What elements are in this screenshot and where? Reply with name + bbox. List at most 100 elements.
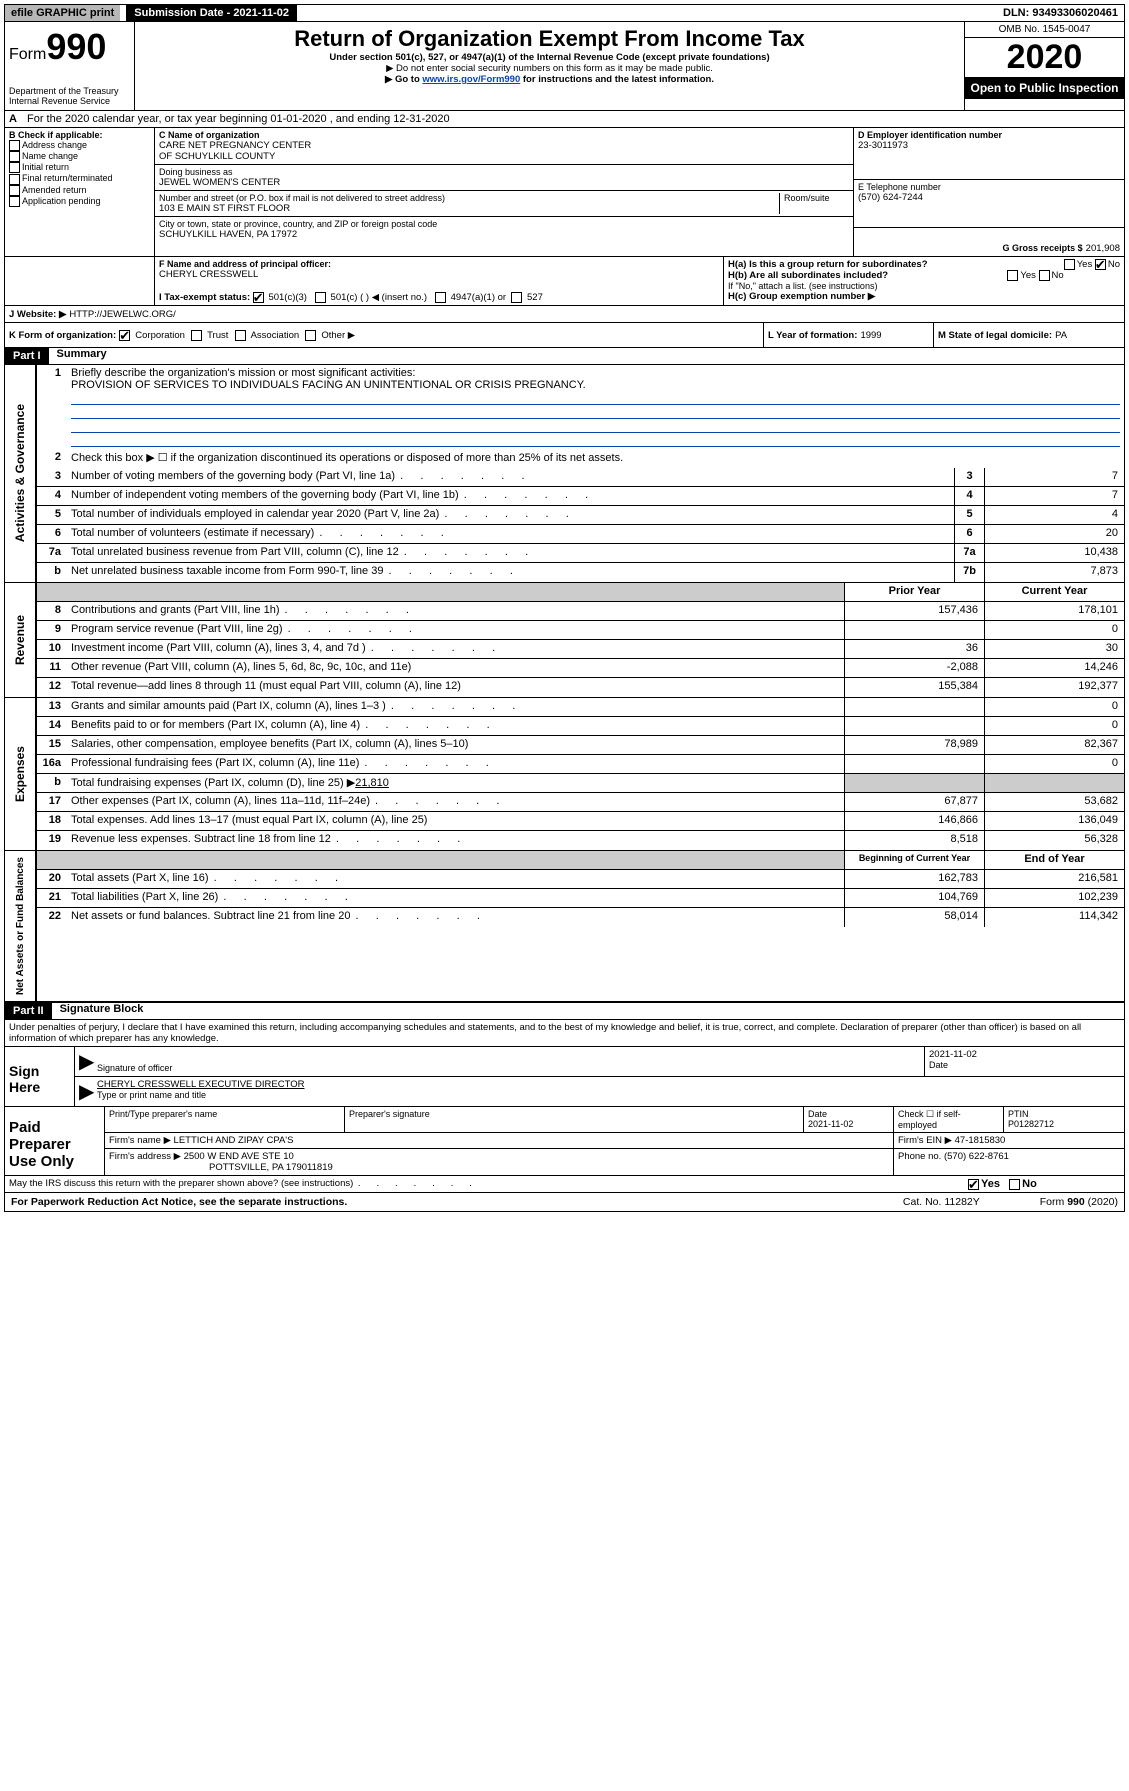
row-a-label: A (5, 111, 23, 127)
other-checkbox[interactable] (305, 330, 316, 341)
app-pending-checkbox[interactable] (9, 196, 20, 207)
org-name-2: OF SCHUYLKILL COUNTY (159, 151, 849, 162)
footer-form-num: 990 (1067, 1196, 1085, 1208)
block-f-spacer (5, 257, 155, 305)
501c-checkbox[interactable] (315, 292, 326, 303)
discuss-yes-checkbox[interactable] (968, 1179, 979, 1190)
line7b-val: 7,873 (984, 563, 1124, 582)
line14-num: 14 (37, 717, 67, 735)
prep-selfemp-header: Check ☐ if self-employed (894, 1107, 1004, 1132)
corp-checkbox[interactable] (119, 330, 130, 341)
hb-no-checkbox[interactable] (1039, 270, 1050, 281)
discuss-no-checkbox[interactable] (1009, 1179, 1020, 1190)
form-org-label: K Form of organization: (9, 330, 116, 341)
domicile-label: M State of legal domicile: (938, 330, 1052, 341)
note-goto-pre: ▶ Go to (385, 74, 422, 85)
ha-yes-checkbox[interactable] (1064, 259, 1075, 270)
line6-box: 6 (954, 525, 984, 543)
activities-vlabel: Activities & Governance (11, 398, 29, 548)
sig-name-value: CHERYL CRESSWELL EXECUTIVE DIRECTOR (97, 1079, 1120, 1090)
line1-num: 1 (37, 365, 67, 449)
line20-prior: 162,783 (844, 870, 984, 888)
line17-prior: 67,877 (844, 793, 984, 811)
line11-text: Other revenue (Part VIII, column (A), li… (67, 659, 844, 677)
final-return-checkbox[interactable] (9, 174, 20, 185)
city-value: SCHUYLKILL HAVEN, PA 17972 (159, 229, 849, 240)
line13-curr: 0 (984, 698, 1124, 716)
line10-prior: 36 (844, 640, 984, 658)
501c3-checkbox[interactable] (253, 292, 264, 303)
firm-ein-value: 47-1815830 (955, 1135, 1006, 1146)
sign-here-row: Sign Here ▶ Signature of officer 2021-11… (4, 1047, 1125, 1107)
other-label: Other ▶ (321, 330, 355, 341)
addr-change-checkbox[interactable] (9, 140, 20, 151)
mission-underline-4 (71, 433, 1120, 447)
efile-label[interactable]: efile GRAPHIC print (5, 5, 120, 21)
domicile-value: PA (1055, 330, 1067, 341)
line7a-val: 10,438 (984, 544, 1124, 562)
firm-name-value: LETTICH AND ZIPAY CPA'S (174, 1135, 294, 1146)
ha-no-label: No (1108, 259, 1120, 270)
info-blocks: B Check if applicable: Address change Na… (4, 128, 1125, 257)
officer-name: CHERYL CRESSWELL (159, 269, 719, 280)
line22-curr: 114,342 (984, 908, 1124, 927)
addr-change-label: Address change (22, 140, 87, 150)
footer-right: Form 990 (2020) (1040, 1196, 1118, 1208)
amended-label: Amended return (22, 185, 87, 195)
line7a-num: 7a (37, 544, 67, 562)
line16b-prior (844, 774, 984, 792)
prior-year-header: Prior Year (844, 583, 984, 601)
final-return-label: Final return/terminated (22, 173, 113, 183)
line3-text: Number of voting members of the governin… (67, 468, 954, 486)
part1-title: Summary (49, 348, 107, 364)
hb-note: If "No," attach a list. (see instruction… (728, 281, 1120, 291)
hb-label: H(b) Are all subordinates included? (728, 270, 888, 281)
initial-return-checkbox[interactable] (9, 162, 20, 173)
ein-label: D Employer identification number (858, 130, 1120, 140)
amended-checkbox[interactable] (9, 185, 20, 196)
ha-label: H(a) Is this a group return for subordin… (728, 259, 928, 270)
submission-date-button[interactable]: Submission Date - 2021-11-02 (126, 5, 297, 21)
ptin-value: P01282712 (1008, 1119, 1054, 1129)
line20-num: 20 (37, 870, 67, 888)
prep-sig-header: Preparer's signature (345, 1107, 804, 1132)
netassets-vlabel: Net Assets or Fund Balances (13, 851, 28, 1001)
trust-checkbox[interactable] (191, 330, 202, 341)
paid-preparer-row: Paid Preparer Use Only Print/Type prepar… (4, 1107, 1125, 1176)
mission-underline-2 (71, 405, 1120, 419)
line17-text: Other expenses (Part IX, column (A), lin… (67, 793, 844, 811)
line9-prior (844, 621, 984, 639)
527-checkbox[interactable] (511, 292, 522, 303)
name-change-checkbox[interactable] (9, 151, 20, 162)
line11-prior: -2,088 (844, 659, 984, 677)
period-text: For the 2020 calendar year, or tax year … (23, 111, 1124, 127)
line16b-pre: Total fundraising expenses (Part IX, col… (71, 777, 355, 789)
assoc-checkbox[interactable] (235, 330, 246, 341)
hb-no-label: No (1052, 270, 1064, 281)
part1-badge: Part I (5, 348, 49, 364)
line7b-box: 7b (954, 563, 984, 582)
line11-curr: 14,246 (984, 659, 1124, 677)
tax-year: 2020 (965, 38, 1124, 77)
omb-number: OMB No. 1545-0047 (965, 22, 1124, 38)
dba-label: Doing business as (159, 167, 849, 177)
4947-checkbox[interactable] (435, 292, 446, 303)
line16a-text: Professional fundraising fees (Part IX, … (67, 755, 844, 773)
line8-text: Contributions and grants (Part VIII, lin… (67, 602, 844, 620)
sig-date-label: Date (929, 1060, 1120, 1070)
ha-no-checkbox[interactable] (1095, 259, 1106, 270)
line7b-text: Net unrelated business taxable income fr… (67, 563, 954, 582)
hb-yes-checkbox[interactable] (1007, 270, 1018, 281)
line4-val: 7 (984, 487, 1124, 505)
form990-link[interactable]: www.irs.gov/Form990 (422, 74, 520, 85)
line21-curr: 102,239 (984, 889, 1124, 907)
block-b-heading: B Check if applicable: (9, 130, 150, 140)
gross-receipts-value: 201,908 (1086, 243, 1120, 254)
line18-text: Total expenses. Add lines 13–17 (must eq… (67, 812, 844, 830)
topbar: efile GRAPHIC print Submission Date - 20… (4, 4, 1125, 22)
line8-curr: 178,101 (984, 602, 1124, 620)
part2-badge: Part II (5, 1003, 52, 1019)
line21-text: Total liabilities (Part X, line 26) (67, 889, 844, 907)
prep-name-header: Print/Type preparer's name (105, 1107, 345, 1132)
line1-text: Briefly describe the organization's miss… (71, 367, 415, 379)
